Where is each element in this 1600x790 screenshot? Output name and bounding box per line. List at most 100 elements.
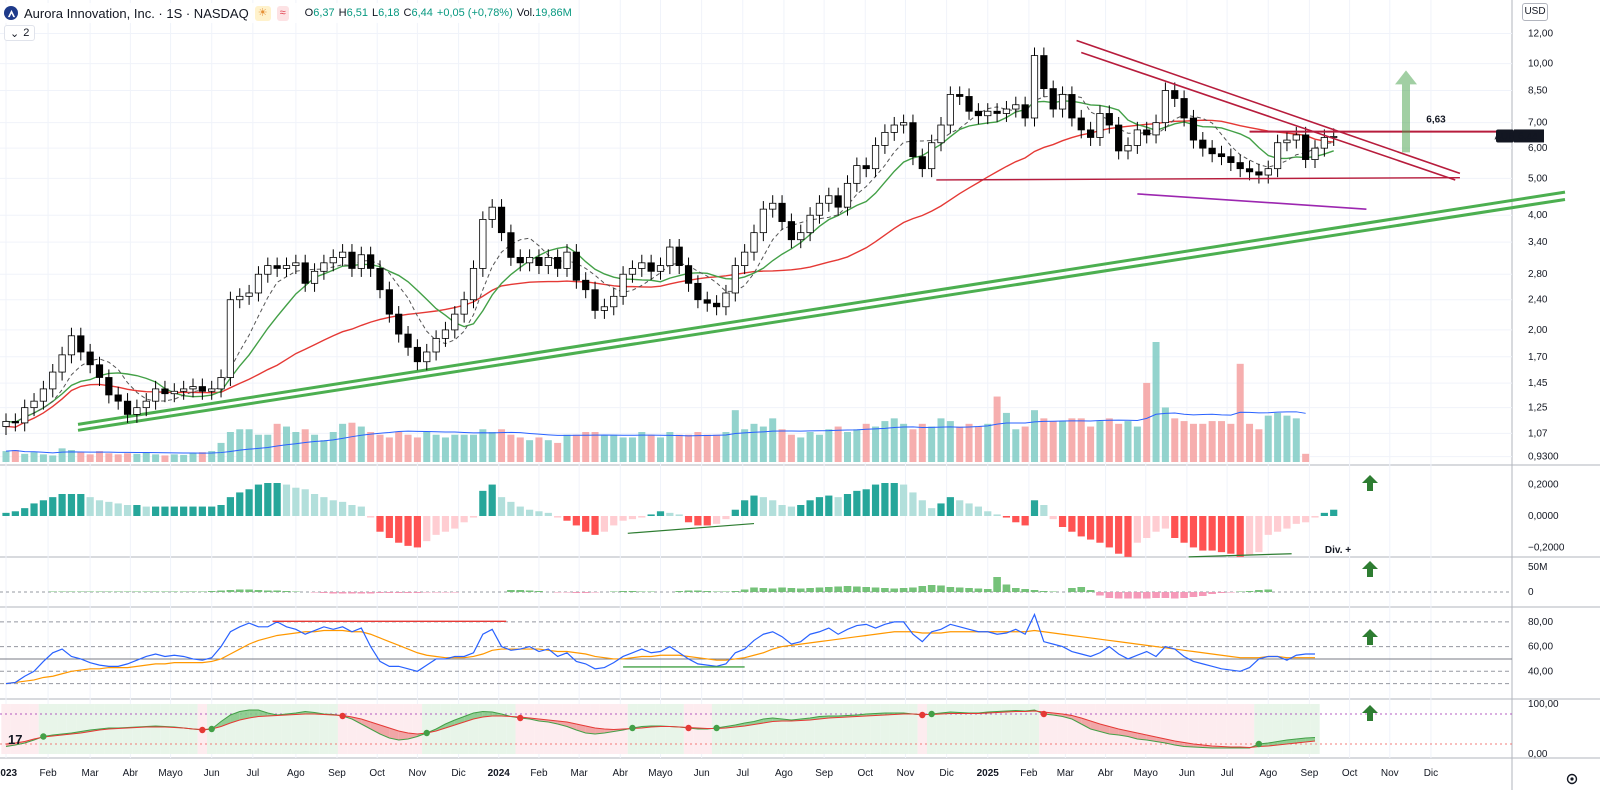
stoch-background-band (1, 704, 11, 754)
candle-body (11, 421, 19, 424)
oscillator-bar (619, 516, 627, 521)
stoch-background-band (272, 704, 282, 754)
time-tick-label: Nov (1381, 768, 1399, 779)
candle-body (647, 262, 655, 272)
triangle-line-upper-inner (1080, 51, 1456, 181)
time-tick-label: Abr (1098, 768, 1114, 779)
oscillator-bar (1330, 509, 1338, 516)
horizontal-support-line (936, 176, 1460, 181)
candle-body (666, 246, 674, 267)
flow-bar (937, 585, 945, 592)
price-tick-label: 8,50 (1528, 86, 1548, 97)
candle-body (694, 282, 702, 301)
stoch-fill-segment (454, 716, 465, 725)
flow-bar (993, 577, 1001, 592)
oscillator-tick-label: 0,0000 (1528, 511, 1559, 522)
candle-body (1002, 108, 1011, 114)
stoch-background-band (319, 704, 329, 754)
stoch-background-band (861, 704, 871, 754)
stoch-background-band (309, 704, 320, 754)
oscillator-bar (610, 516, 618, 526)
volume-bar (965, 423, 973, 462)
oscillator-bar (385, 516, 393, 538)
symbol-title[interactable]: Aurora Innovation, Inc. · 1S · NASDAQ (24, 5, 249, 21)
flow-bar (320, 592, 328, 593)
oscillator-bar (217, 505, 225, 516)
indicator-collapse-button[interactable]: ⌄ 2 (4, 25, 36, 41)
flow-bar (675, 591, 683, 592)
time-tick-label: Mar (82, 768, 100, 779)
stoch-fill-segment (464, 713, 474, 722)
oscillator-bar (460, 516, 468, 523)
volume-bar (1199, 423, 1207, 462)
flow-bar (170, 591, 179, 592)
stoch-background-band (57, 704, 67, 754)
oscillator-bar (170, 506, 178, 516)
flow-tick-label: 50M (1528, 562, 1547, 573)
oscillator-bar (1058, 516, 1067, 527)
candle-body (881, 131, 889, 146)
stoch-cross-dot (339, 712, 346, 720)
oscillator-bar (152, 506, 160, 516)
volume-bar (722, 432, 730, 462)
candle-body (1208, 147, 1216, 155)
candle-body (909, 122, 917, 158)
rsi-tick-label: 40,00 (1528, 666, 1553, 677)
volume-bar (423, 432, 431, 462)
settings-icon[interactable] (1565, 772, 1579, 786)
stoch-background-band (468, 704, 479, 754)
candle-body (1143, 129, 1151, 136)
divergence-line-1 (627, 522, 755, 534)
flow-bar (581, 592, 590, 593)
stoch-background-band (459, 704, 469, 754)
volume-bar (283, 426, 290, 462)
oscillator-bar (1115, 516, 1123, 554)
flow-bar (563, 592, 571, 593)
flow-bar (441, 592, 450, 593)
green-arrow-icon (1362, 561, 1378, 577)
flow-bar (1245, 591, 1254, 592)
price-tick-label: 4,00 (1528, 210, 1548, 221)
time-tick-label: 2024 (488, 768, 511, 779)
candle-body (843, 182, 852, 208)
candle-body (946, 94, 954, 126)
volume-bar (647, 434, 655, 462)
flow-bar (1021, 589, 1029, 592)
resistance-value-label: 6,63 (1426, 115, 1446, 126)
oscillator-bar (1180, 516, 1188, 543)
ohlc-values: O6,37 H6,51 L6,18 C6,44 +0,05 (+0,78%) V… (305, 7, 572, 19)
candle-body (1105, 113, 1113, 126)
stoch-background-band (160, 704, 170, 754)
oscillator-bar (1152, 516, 1160, 532)
stoch-background-band (1039, 704, 1049, 754)
volume-value: 19,86M (535, 7, 572, 19)
oscillator-bar (881, 483, 889, 516)
sun-icon[interactable]: ☀ (254, 5, 271, 21)
price-tick-label: 1,45 (1528, 378, 1548, 389)
candle-body (965, 96, 973, 112)
flow-bar (254, 590, 263, 592)
candle-body (544, 256, 552, 267)
stoch-background-band (496, 704, 507, 754)
oscillator-bar (544, 512, 552, 516)
candle-body (853, 165, 861, 184)
volume-bar (367, 432, 375, 462)
symbol-legend[interactable]: Aurora Innovation, Inc. · 1S · NASDAQ ☀ … (4, 3, 578, 23)
volume-bar (1292, 418, 1300, 462)
stoch-background-band (1216, 704, 1227, 754)
volume-bar (1124, 421, 1132, 462)
stoch-background-band (777, 704, 787, 754)
stoch-background-band (917, 704, 927, 754)
currency-selector[interactable]: USD (1522, 3, 1548, 21)
flow-bar (86, 591, 94, 592)
flow-bar (1170, 592, 1179, 599)
oscillator-bar (909, 492, 917, 516)
candle-body (675, 246, 683, 267)
volume-bar (507, 434, 515, 462)
flow-bar (282, 591, 291, 592)
oscillator-bar (273, 483, 281, 516)
green-arrow-icon (1362, 629, 1378, 645)
wave-icon[interactable]: ≈ (276, 5, 289, 21)
